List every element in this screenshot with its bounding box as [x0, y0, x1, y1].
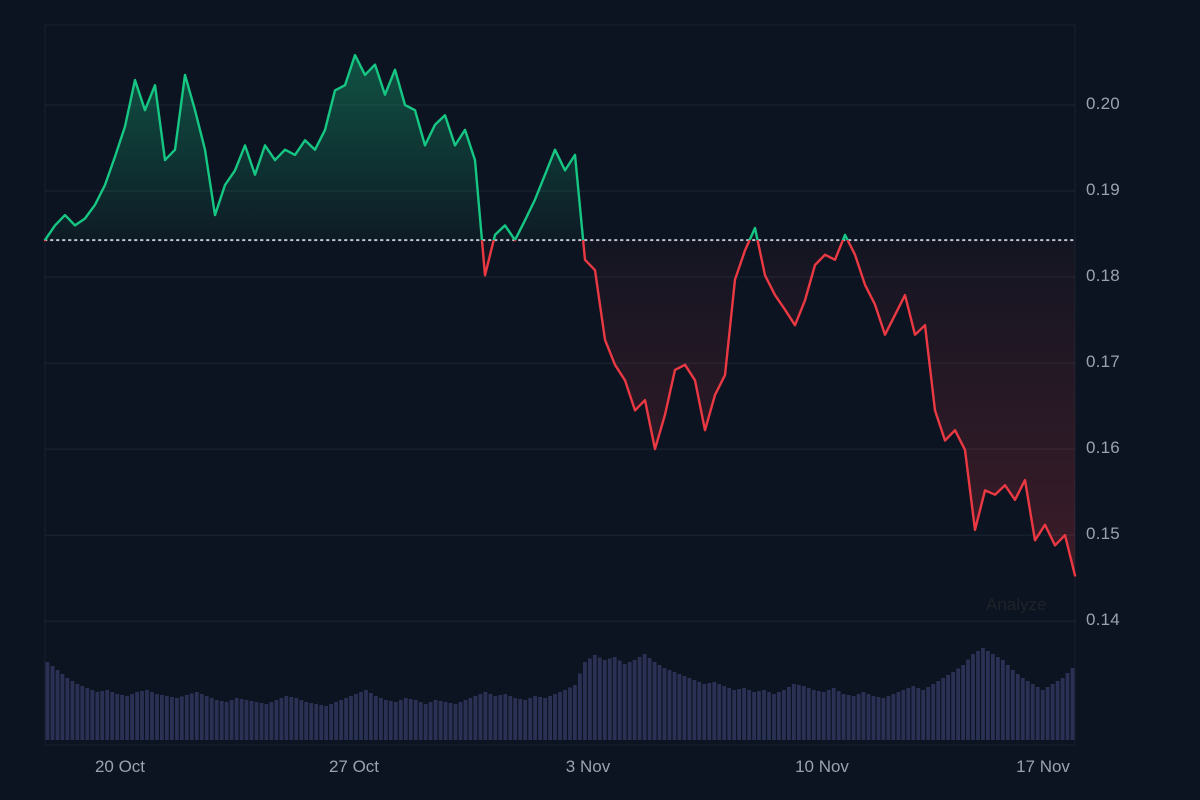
x-axis-label: 17 Nov [1016, 757, 1070, 776]
x-axis-label: 27 Oct [328, 757, 380, 776]
y-axis-label: 0.15 [1086, 524, 1120, 543]
x-axis-label: 3 Nov [565, 757, 611, 776]
y-axis-label: 0.16 [1086, 438, 1120, 457]
analyze-label[interactable]: Analyze [986, 595, 1047, 614]
y-axis-label: 0.20 [1086, 94, 1120, 113]
volume-bars [45, 648, 1075, 740]
price-line-up [43, 53, 849, 241]
price-area-down [481, 240, 1075, 576]
gridlines [44, 24, 1076, 746]
x-axis-label: 10 Nov [795, 757, 849, 776]
y-axis-label: 0.19 [1086, 180, 1120, 199]
y-axis-label: 0.18 [1086, 266, 1120, 285]
x-axis-label: 20 Oct [94, 757, 146, 776]
y-axis-label: 0.17 [1086, 352, 1120, 371]
price-area-up [45, 55, 1075, 241]
y-axis-label: 0.14 [1086, 610, 1120, 629]
price-line-down [43, 240, 1077, 577]
